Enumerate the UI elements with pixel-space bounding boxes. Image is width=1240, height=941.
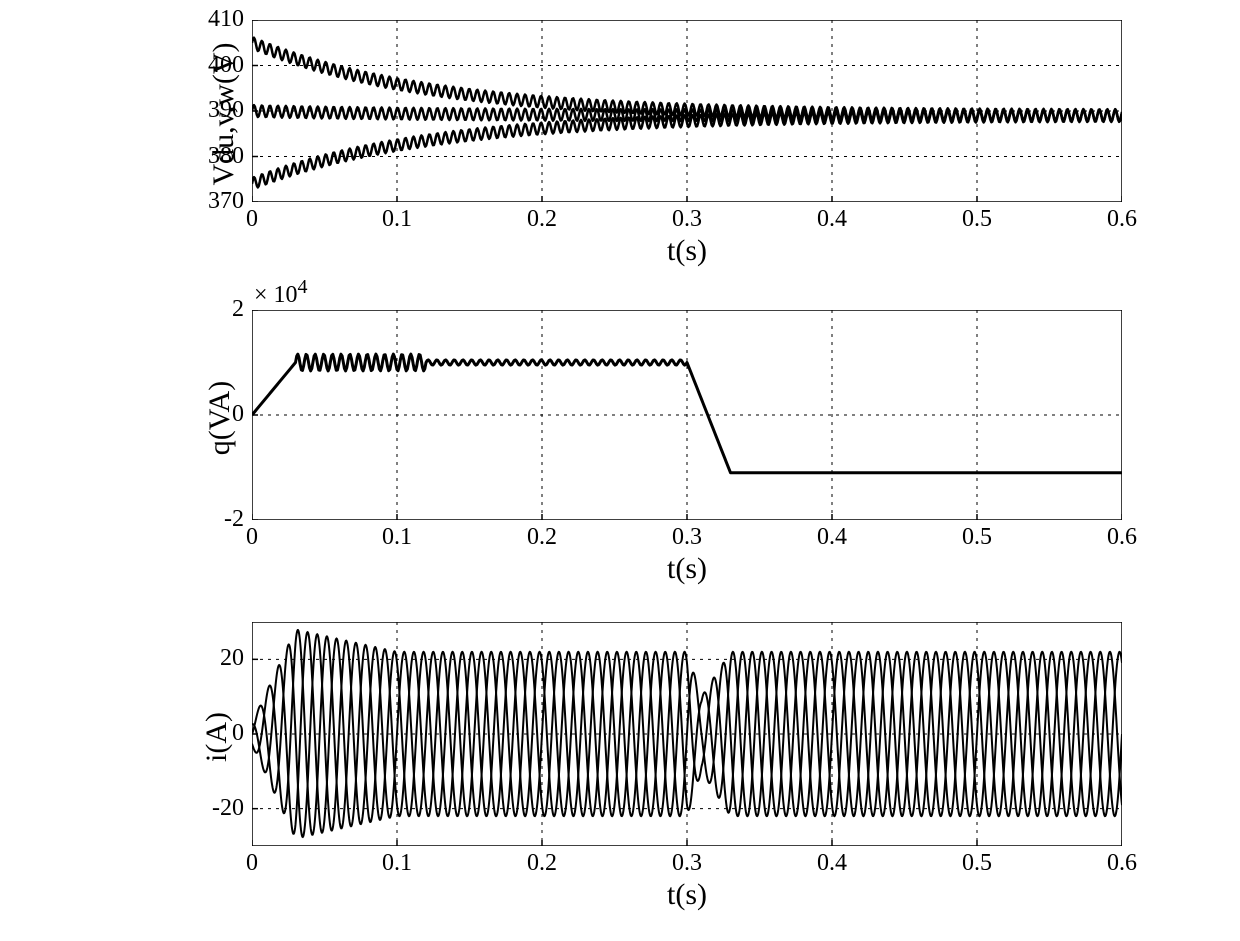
subplot-q bbox=[252, 310, 1122, 520]
subplot-q-xtick-label: 0.6 bbox=[1092, 524, 1152, 551]
subplot-i-ytick-label: 20 bbox=[220, 645, 244, 672]
subplot-i-ylabel: i(A) bbox=[200, 687, 234, 787]
subplot-q-xtick-label: 0.5 bbox=[947, 524, 1007, 551]
figure-root: Vdu,v,w(V) t(s) q(VA) t(s) × 104 i(A) t(… bbox=[0, 0, 1240, 941]
subplot-i-xtick-label: 0.4 bbox=[802, 850, 862, 877]
subplot-vduvw-ytick-label: 380 bbox=[208, 143, 244, 170]
subplot-vduvw-xtick-label: 0.6 bbox=[1092, 206, 1152, 233]
subplot-i-ytick-label: 0 bbox=[232, 720, 244, 747]
subplot-vduvw-xtick-label: 0.4 bbox=[802, 206, 862, 233]
subplot-q-exponent-label: × 104 bbox=[254, 276, 308, 309]
subplot-vduvw-ytick-label: 390 bbox=[208, 97, 244, 124]
subplot-i-xlabel: t(s) bbox=[647, 878, 727, 912]
subplot-q-exponent-base: × 10 bbox=[254, 282, 298, 308]
subplot-i-svg bbox=[252, 622, 1122, 846]
subplot-i bbox=[252, 622, 1122, 846]
subplot-q-xtick-label: 0.1 bbox=[367, 524, 427, 551]
subplot-i-ytick-label: -20 bbox=[212, 795, 244, 822]
subplot-q-ytick-label: -2 bbox=[224, 506, 244, 533]
subplot-i-xtick-label: 0 bbox=[222, 850, 282, 877]
subplot-vduvw-ytick-label: 370 bbox=[208, 188, 244, 215]
subplot-vduvw-svg bbox=[252, 20, 1122, 202]
subplot-i-xtick-label: 0.6 bbox=[1092, 850, 1152, 877]
subplot-i-xtick-label: 0.2 bbox=[512, 850, 572, 877]
subplot-vduvw-xtick-label: 0.3 bbox=[657, 206, 717, 233]
subplot-vduvw-xlabel: t(s) bbox=[647, 234, 727, 268]
subplot-vduvw-xtick-label: 0.2 bbox=[512, 206, 572, 233]
subplot-i-xtick-label: 0.3 bbox=[657, 850, 717, 877]
subplot-q-ytick-label: 2 bbox=[232, 296, 244, 323]
subplot-i-xtick-label: 0.1 bbox=[367, 850, 427, 877]
subplot-q-svg bbox=[252, 310, 1122, 520]
subplot-vduvw-ytick-label: 410 bbox=[208, 6, 244, 33]
subplot-q-xtick-label: 0.2 bbox=[512, 524, 572, 551]
subplot-vduvw bbox=[252, 20, 1122, 202]
subplot-q-ytick-label: 0 bbox=[232, 401, 244, 428]
subplot-i-xtick-label: 0.5 bbox=[947, 850, 1007, 877]
subplot-vduvw-xtick-label: 0.1 bbox=[367, 206, 427, 233]
subplot-vduvw-ytick-label: 400 bbox=[208, 52, 244, 79]
subplot-q-xtick-label: 0.4 bbox=[802, 524, 862, 551]
subplot-q-xlabel: t(s) bbox=[647, 552, 727, 586]
subplot-q-exponent-sup: 4 bbox=[298, 276, 308, 298]
subplot-vduvw-xtick-label: 0.5 bbox=[947, 206, 1007, 233]
subplot-q-xtick-label: 0.3 bbox=[657, 524, 717, 551]
